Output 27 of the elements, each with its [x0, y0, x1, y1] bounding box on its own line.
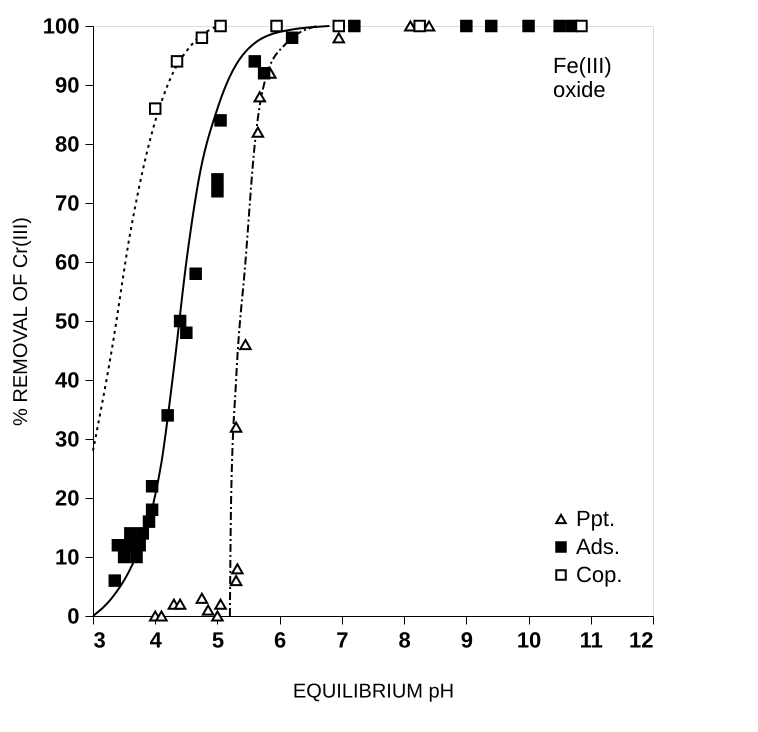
x-tick-label: 8 — [398, 628, 411, 652]
y-tick-label: 50 — [55, 308, 80, 334]
y-tick-label: 40 — [55, 368, 80, 392]
x-tick-label: 5 — [212, 628, 224, 652]
x-tick-label: 3 — [94, 628, 106, 652]
y-tick-label: 90 — [55, 72, 80, 98]
x-tick-label: 11 — [580, 628, 603, 652]
y-tick-label: 20 — [55, 486, 80, 510]
x-tick-label: 7 — [336, 628, 349, 652]
annotation: Fe(III) oxide — [553, 53, 612, 102]
x-tick-label: 4 — [150, 628, 163, 652]
y-tick-label: 0 — [67, 604, 80, 628]
y-tick-label: 60 — [55, 250, 80, 274]
y-tick-label: 70 — [55, 190, 80, 216]
y-tick-label: 100 — [42, 14, 80, 38]
x-tick-label: 9 — [460, 628, 473, 652]
legend-label: Ppt. — [576, 506, 616, 531]
x-tick-label: 6 — [274, 628, 286, 652]
x-axis-title: EQUILIBRIUM pH — [292, 680, 454, 702]
y-tick-label: 30 — [55, 426, 80, 452]
x-tick-label: 12 — [629, 628, 654, 652]
y-tick-label: 80 — [55, 132, 80, 156]
y-tick-label: 10 — [55, 544, 80, 570]
x-tick-label: 10 — [516, 628, 542, 652]
legend-label: Ads. — [576, 534, 620, 559]
legend-label: Cop. — [576, 562, 622, 587]
y-axis-title: % REMOVAL OF Cr(III) — [10, 217, 32, 426]
